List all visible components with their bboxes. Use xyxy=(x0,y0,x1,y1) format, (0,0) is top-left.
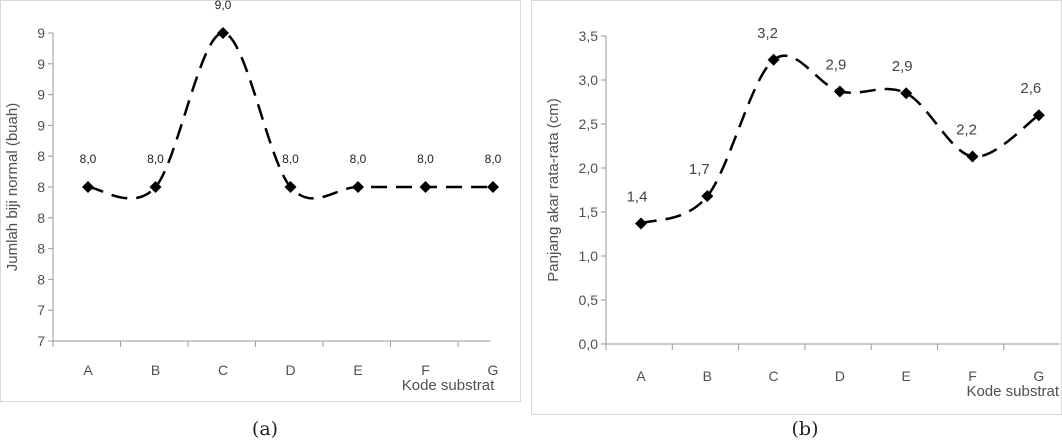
y-tick-label: 8 xyxy=(37,271,45,287)
x-tick-label: A xyxy=(636,368,646,384)
data-label: 8,0 xyxy=(417,152,434,166)
data-point-marker xyxy=(82,181,94,193)
data-label: 8,0 xyxy=(350,152,367,166)
y-axis-title: Jumlah biji normal (buah) xyxy=(4,103,21,271)
data-label: 1,4 xyxy=(627,188,648,205)
y-tick-label: 1,0 xyxy=(579,248,599,264)
x-tick-label: E xyxy=(902,368,911,384)
y-tick-label: 7 xyxy=(37,302,45,318)
x-tick-label: B xyxy=(703,368,712,384)
data-label: 2,9 xyxy=(892,58,913,75)
data-point-marker xyxy=(900,87,913,100)
caption-a: (a) xyxy=(251,418,279,440)
y-tick-label: 3,5 xyxy=(579,28,599,44)
data-point-marker xyxy=(149,181,162,193)
x-tick-label: G xyxy=(1033,368,1044,384)
data-label: 1,7 xyxy=(689,161,710,178)
x-tick-label: D xyxy=(285,362,295,378)
x-axis-title: Kode substrat xyxy=(966,383,1059,400)
chart-panel-b: 0,0 0,5 1,0 1,5 2,0 2,5 3,0 3,5 A B C D E F G Kode subs… xyxy=(531,0,1062,415)
x-tick-label: A xyxy=(83,362,93,378)
y-tick-label: 0,5 xyxy=(579,292,599,308)
data-point-marker xyxy=(966,150,979,163)
y-tick-label: 8 xyxy=(37,179,45,195)
y-tick-label: 9 xyxy=(37,87,45,103)
y-axis-title: Panjang akar rata-rata (cm) xyxy=(545,98,562,281)
y-tick-label: 8 xyxy=(37,241,45,257)
x-tick-label: F xyxy=(968,368,977,384)
caption-b: (b) xyxy=(791,418,819,440)
y-tick-label: 8 xyxy=(37,148,45,164)
x-tick-label: F xyxy=(421,362,430,378)
y-tick-label: 9 xyxy=(37,117,45,133)
data-label: 2,9 xyxy=(825,56,846,73)
x-tick-label: G xyxy=(488,362,499,378)
data-point-marker xyxy=(635,217,647,230)
data-label: 8,0 xyxy=(282,152,299,166)
y-tick-label: 0,0 xyxy=(579,336,599,352)
data-point-marker xyxy=(217,27,229,39)
y-tick-label: 2,5 xyxy=(579,116,599,132)
y-tick-label: 9 xyxy=(37,56,45,72)
data-point-marker xyxy=(487,181,499,193)
x-tick-label: C xyxy=(769,368,779,384)
y-tick-label: 2,0 xyxy=(579,160,599,176)
data-point-marker xyxy=(833,85,846,98)
data-point-marker xyxy=(284,181,297,193)
data-point-marker xyxy=(767,53,780,66)
y-tick-label: 1,5 xyxy=(579,204,599,220)
y-tick-label: 7 xyxy=(37,333,45,349)
x-tick-label: B xyxy=(151,362,160,378)
data-label: 9,0 xyxy=(215,0,232,12)
data-label: 2,2 xyxy=(956,122,977,139)
data-point-marker xyxy=(352,181,364,193)
data-point-marker xyxy=(701,190,714,203)
y-tick-label: 8 xyxy=(37,210,45,226)
data-point-marker xyxy=(1032,109,1045,122)
x-tick-label: D xyxy=(835,368,845,384)
data-label: 2,6 xyxy=(1020,80,1041,97)
series-line xyxy=(87,31,493,200)
data-label: 8,0 xyxy=(80,152,97,166)
data-label: 3,2 xyxy=(757,25,778,42)
x-tick-label: C xyxy=(218,362,228,378)
data-label: 8,0 xyxy=(147,152,164,166)
data-point-marker xyxy=(419,181,432,193)
y-tick-label: 9 xyxy=(37,25,45,41)
data-label: 8,0 xyxy=(485,152,502,166)
x-axis-title: Kode substrat xyxy=(402,377,495,394)
chart-panel-a: 7 7 8 8 8 8 8 9 9 9 9 A B C D E F G Kode substrat Jumlah bi… xyxy=(0,0,521,402)
series-line xyxy=(640,54,1040,225)
y-tick-label: 3,0 xyxy=(579,72,599,88)
x-tick-label: E xyxy=(353,362,362,378)
